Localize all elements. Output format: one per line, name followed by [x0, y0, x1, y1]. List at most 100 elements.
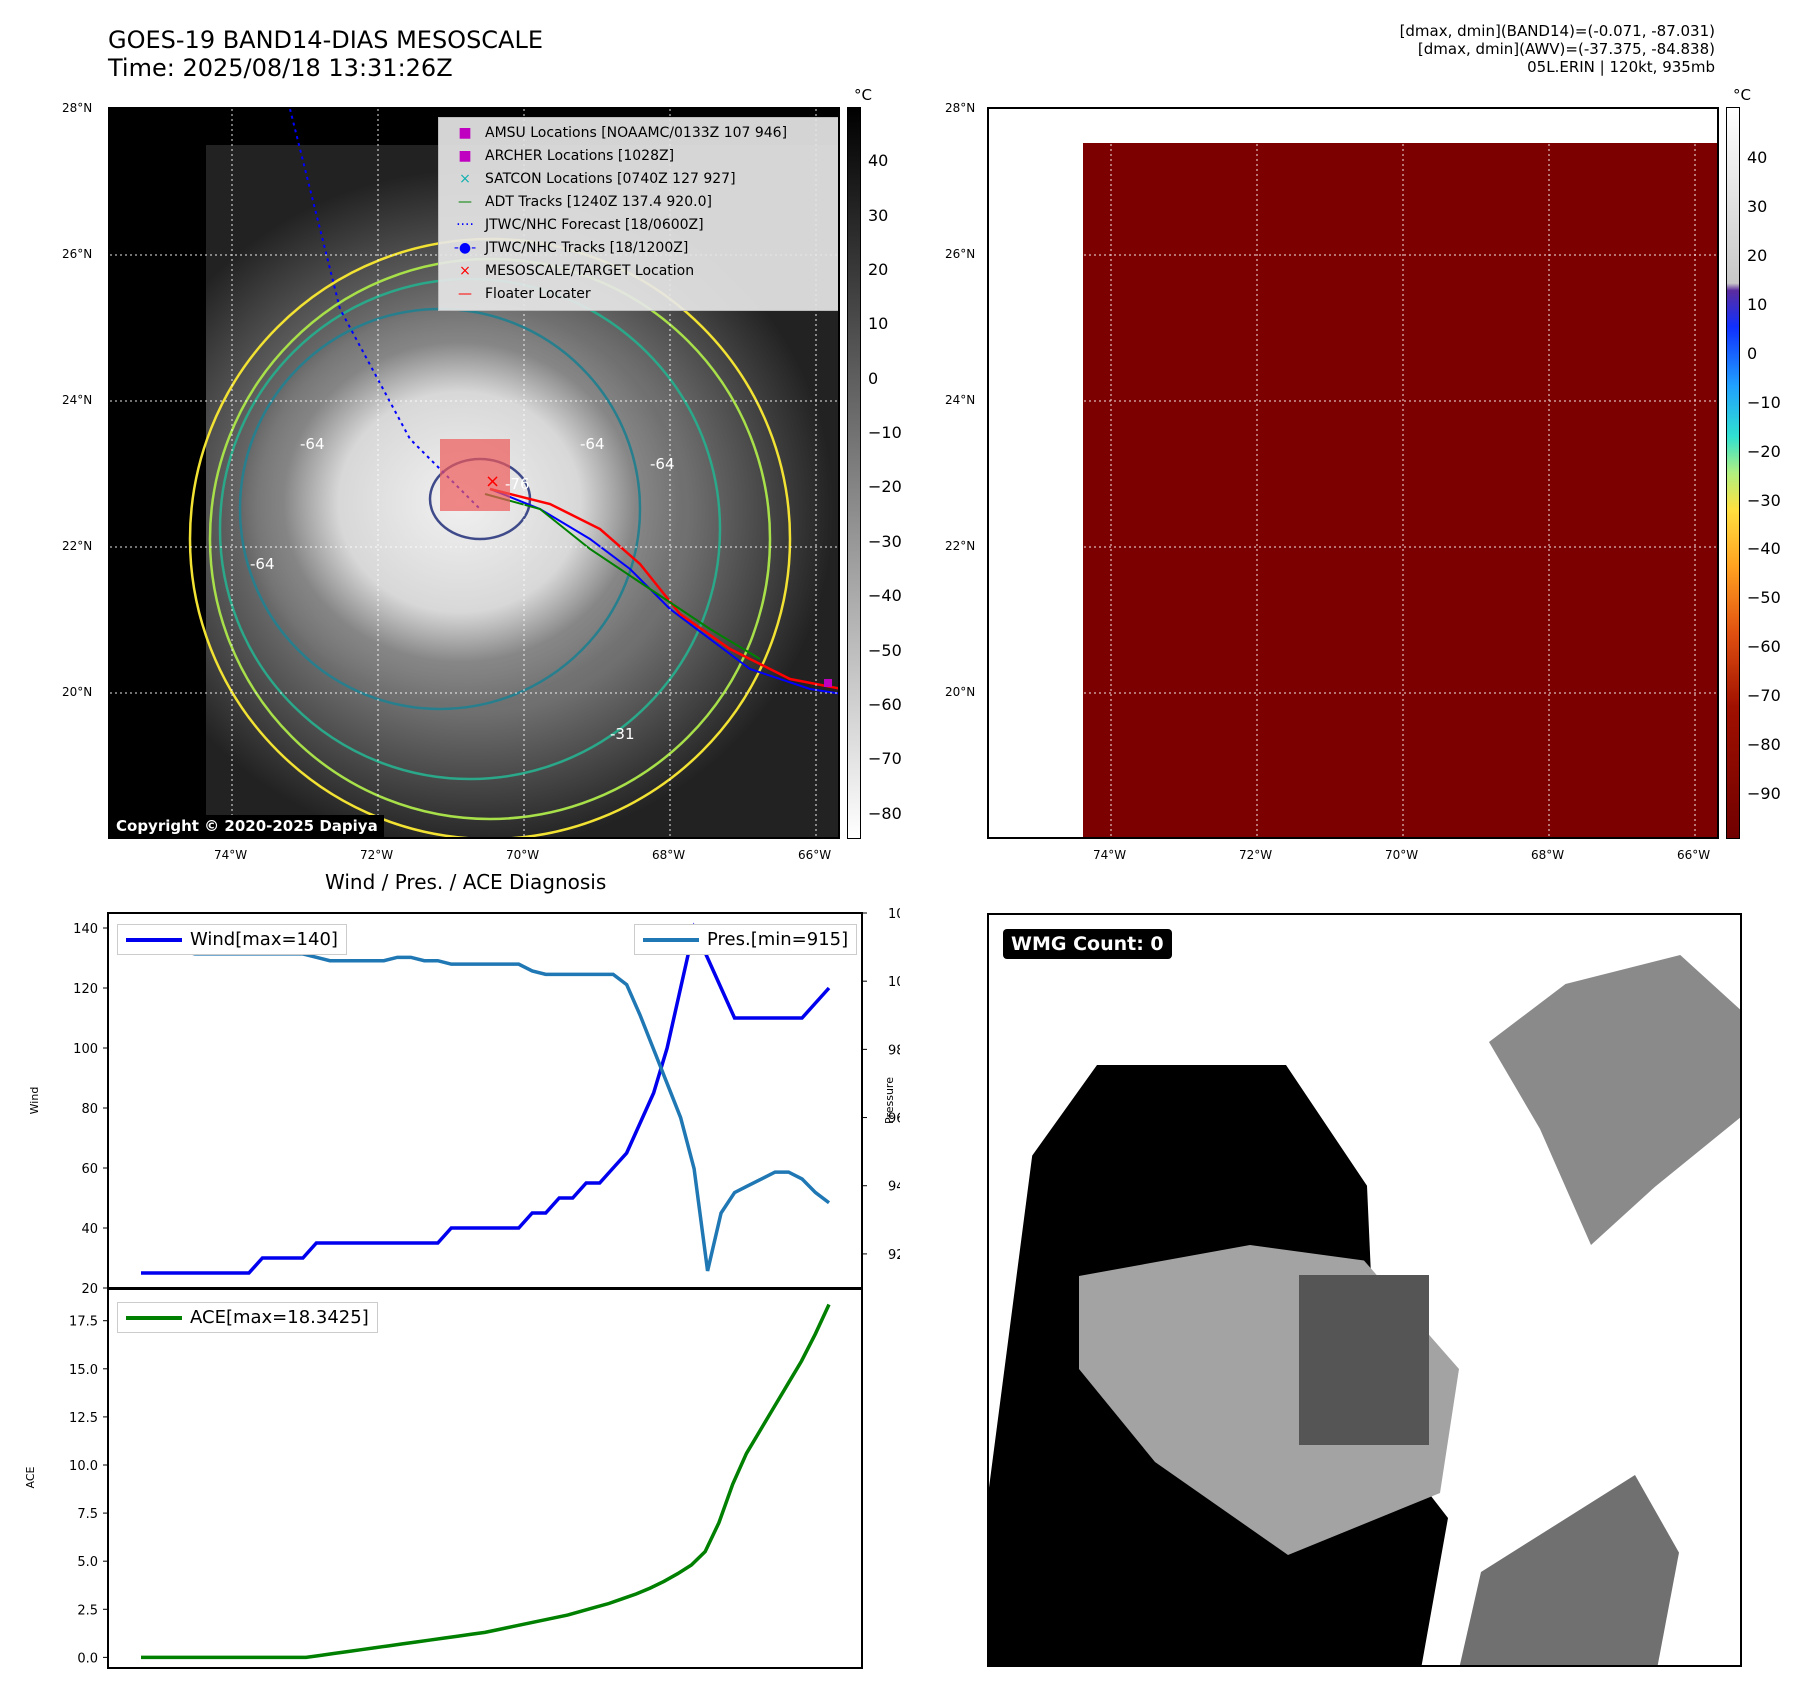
lat-label: 22°N [62, 539, 93, 553]
awv-image [1083, 143, 1717, 837]
colorbar-ir [847, 107, 861, 839]
wind-pressure-chart: 140 120 100 80 60 40 20 1020 1000 980 960 940 920 Win… [28, 907, 900, 1295]
colorbar-tick: −90 [1747, 783, 1781, 803]
colorbar-tick: −40 [868, 586, 902, 606]
y-tick-label: 100 [73, 1042, 98, 1057]
colorbar-tick: −20 [868, 477, 902, 497]
colorbar-tick: 30 [1747, 197, 1768, 217]
y-tick-label: 0.0 [77, 1651, 98, 1666]
colorbar-tick: −10 [1747, 392, 1781, 412]
y-tick-label: 2.5 [77, 1603, 98, 1618]
y2-tick-label: 940 [888, 1180, 900, 1195]
y-tick-label: 12.5 [69, 1411, 98, 1426]
colorbar-tick: 10 [1747, 294, 1768, 314]
lon-label: 66°W [1677, 848, 1711, 862]
pressure-series-line [141, 931, 831, 1272]
colorbar-tick: 0 [1747, 343, 1758, 363]
colorbar-tick: 40 [1747, 148, 1768, 168]
ace-chart: 17.5 15.0 12.5 10.0 7.5 5.0 2.5 0.0 ACE [24, 1288, 863, 1669]
diagnosis-title: Wind / Pres. / ACE Diagnosis [325, 870, 607, 894]
legend-item-target: × MESOSCALE/TARGET Location [459, 263, 695, 279]
copyright-label: Copyright © 2020-2025 Dapiya [110, 815, 384, 837]
plot-frame [107, 912, 863, 1289]
pressure-legend-label: Pres.[min=915] [707, 929, 849, 950]
y-tick-label: 40 [81, 1222, 98, 1237]
amsu-marker [824, 679, 832, 687]
lon-label: 74°W [1093, 848, 1127, 862]
colorbar-unit: °C [854, 86, 872, 104]
contour-label: -64 [580, 435, 605, 453]
wmg-count-badge: WMG Count: 0 [1003, 929, 1172, 959]
colorbar-tick: 20 [1747, 246, 1768, 266]
colorbar-tick: −80 [1747, 735, 1781, 754]
lat-label: 24°N [62, 393, 93, 407]
y2-tick-label: 960 [888, 1112, 900, 1127]
colorbar-tick: −50 [1747, 588, 1781, 608]
colorbar-awv [1726, 107, 1740, 839]
colorbar-tick: −30 [1747, 490, 1781, 510]
contour-label: -76 [505, 475, 530, 493]
track-legend: ■ AMSU Locations [NOAAMC/0133Z 107 946] ■… [438, 117, 838, 311]
y-tick-label: 17.5 [69, 1315, 98, 1330]
title-line-2: Time: 2025/08/18 13:31:26Z [108, 54, 453, 82]
legend-item-adt: — ADT Tracks [1240Z 137.4 920.0] [458, 194, 712, 210]
legend-item-forecast: ···· JTWC/NHC Forecast [18/0600Z] [456, 217, 704, 233]
colorbar-tick: −80 [868, 803, 902, 823]
contour-label: -64 [300, 435, 325, 453]
ir-overlay: × -64 -64 -64 -76 -31 -64 [110, 109, 838, 837]
legend-item-floater: — Floater Locater [458, 286, 591, 302]
y2-tick-label: 1000 [888, 975, 900, 990]
mesoscale-box [440, 439, 510, 511]
pressure-legend: Pres.[min=915] [634, 924, 858, 955]
colorbar-tick: −30 [868, 531, 902, 551]
legend-item-tracks: -●- JTWC/NHC Tracks [18/1200Z] [453, 240, 689, 256]
diagnostic-info: [dmax, dmin](BAND14)=(-0.071, -87.031) [… [1400, 22, 1715, 76]
contour-label: -64 [650, 455, 675, 473]
y2-tick-label: 980 [888, 1043, 900, 1058]
y-tick-label: 140 [73, 922, 98, 937]
wmg-panel: WMG Count: 0 [987, 913, 1742, 1667]
wind-legend: Wind[max=140] [117, 924, 347, 955]
adt-track [484, 493, 761, 660]
lon-label: 70°W [1385, 848, 1419, 862]
y2-tick-label: 1020 [888, 907, 900, 922]
y-tick-label: 7.5 [77, 1507, 98, 1522]
awv-grid [989, 109, 1717, 837]
lon-label: 66°W [798, 848, 832, 862]
y-axis-label: Wind [28, 1087, 41, 1115]
y-tick-label: 20 [81, 1282, 98, 1295]
y-tick-label: 120 [73, 982, 98, 997]
target-marker: × [485, 471, 500, 492]
colorbar-tick: −40 [1747, 539, 1781, 559]
colorbar-tick: 20 [868, 259, 889, 279]
colorbar-tick: −60 [868, 695, 902, 715]
y-axis-label: ACE [24, 1466, 37, 1488]
plot-frame [107, 1288, 863, 1669]
ir-satellite-panel: × -64 -64 -64 -76 -31 -64 ■ AMSU Location… [108, 107, 840, 839]
lon-label: 68°W [652, 848, 686, 862]
lat-label: 26°N [62, 247, 93, 261]
lat-label: 20°N [62, 685, 93, 699]
lat-label: 24°N [945, 393, 976, 407]
wind-series-line [141, 922, 831, 1275]
legend-item-archer: ■ ARCHER Locations [1028Z] [458, 148, 675, 164]
legend-item-satcon: × SATCON Locations [0740Z 127 927] [459, 171, 736, 187]
y2-axis-label: Pressure [883, 1077, 896, 1124]
lat-label: 28°N [945, 101, 976, 115]
lat-label: 28°N [62, 101, 93, 115]
info-storm: 05L.ERIN | 120kt, 935mb [1527, 58, 1715, 76]
best-track [489, 488, 838, 695]
colorbar-tick: −50 [868, 640, 902, 660]
info-awv: [dmax, dmin](AWV)=(-37.375, -84.838) [1417, 40, 1715, 58]
figure-title: GOES-19 BAND14-DIAS MESOSCALE Time: 2025… [108, 26, 543, 82]
y-tick-label: 5.0 [77, 1555, 98, 1570]
colorbar-tick: 40 [868, 151, 889, 171]
y-tick-label: 60 [81, 1162, 98, 1177]
title-line-1: GOES-19 BAND14-DIAS MESOSCALE [108, 26, 544, 54]
colorbar-tick: −70 [1747, 686, 1781, 706]
y2-tick-label: 920 [888, 1248, 900, 1263]
wmg-outer-region [1489, 955, 1740, 1245]
lat-label: 20°N [945, 685, 976, 699]
no-data-region [110, 109, 206, 837]
legend-item-amsu: ■ AMSU Locations [NOAAMC/0133Z 107 946] [458, 125, 788, 141]
